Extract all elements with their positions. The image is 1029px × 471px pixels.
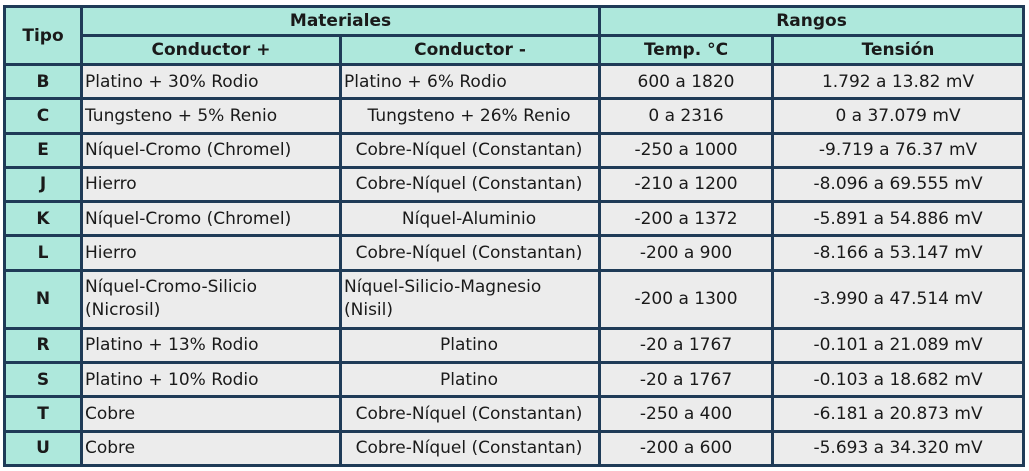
table-row: K Níquel-Cromo (Chromel) Níquel-Aluminio… bbox=[6, 203, 1023, 235]
cell-conductor-pos: Platino + 30% Rodio bbox=[83, 66, 339, 98]
cell-tension: 1.792 a 13.82 mV bbox=[774, 66, 1023, 98]
header-row-top: Tipo Materiales Rangos bbox=[6, 8, 1023, 63]
table-row: J Hierro Cobre-Níquel (Constantan) -210 … bbox=[6, 168, 1023, 201]
table-row: T Cobre Cobre-Níquel (Constantan) -250 a… bbox=[6, 398, 1023, 430]
cell-tension: -0.101 a 21.089 mV bbox=[774, 329, 1023, 362]
header-tension: Tensión bbox=[774, 37, 1023, 63]
cell-tipo: E bbox=[6, 134, 80, 166]
cell-conductor-neg: Cobre-Níquel (Constantan) bbox=[342, 168, 599, 201]
cell-conductor-pos: Níquel-Cromo (Chromel) bbox=[83, 134, 339, 166]
cell-tipo: N bbox=[6, 271, 80, 327]
cell-conductor-pos: Tungsteno + 5% Renio bbox=[83, 100, 339, 132]
cell-conductor-neg: Platino bbox=[342, 364, 599, 396]
cell-temp: -200 a 600 bbox=[601, 432, 772, 464]
cell-tension: 0 a 37.079 mV bbox=[774, 100, 1023, 132]
cell-tension: -8.096 a 69.555 mV bbox=[774, 168, 1023, 201]
cell-temp: 600 a 1820 bbox=[601, 66, 772, 98]
cell-tipo: C bbox=[6, 100, 80, 132]
header-tipo: Tipo bbox=[6, 8, 80, 63]
table-row: N Níquel-Cromo-Silicio (Nicrosil) Níquel… bbox=[6, 271, 1023, 327]
cell-temp: 0 a 2316 bbox=[601, 100, 772, 132]
cell-tipo: R bbox=[6, 329, 80, 362]
thermocouple-table: Tipo Materiales Rangos Conductor + Condu… bbox=[3, 5, 1025, 467]
cell-conductor-neg: Platino + 6% Rodio bbox=[342, 66, 599, 98]
cell-temp: -20 a 1767 bbox=[601, 329, 772, 362]
table-row: B Platino + 30% Rodio Platino + 6% Rodio… bbox=[6, 66, 1023, 98]
cell-tension: -3.990 a 47.514 mV bbox=[774, 271, 1023, 327]
cell-tipo: S bbox=[6, 364, 80, 396]
cell-tipo: K bbox=[6, 203, 80, 235]
table-row: U Cobre Cobre-Níquel (Constantan) -200 a… bbox=[6, 432, 1023, 464]
cell-tipo: J bbox=[6, 168, 80, 201]
cell-conductor-neg: Tungsteno + 26% Renio bbox=[342, 100, 599, 132]
thermocouple-table-frame: Tipo Materiales Rangos Conductor + Condu… bbox=[3, 5, 1025, 467]
cell-temp: -250 a 1000 bbox=[601, 134, 772, 166]
cell-conductor-pos: Níquel-Cromo (Chromel) bbox=[83, 203, 339, 235]
cell-conductor-neg: Cobre-Níquel (Constantan) bbox=[342, 398, 599, 430]
cell-tipo: B bbox=[6, 66, 80, 98]
cell-temp: -210 a 1200 bbox=[601, 168, 772, 201]
cell-conductor-pos: Hierro bbox=[83, 237, 339, 269]
table-row: S Platino + 10% Rodio Platino -20 a 1767… bbox=[6, 364, 1023, 396]
cell-conductor-neg: Platino bbox=[342, 329, 599, 362]
cell-tension: -5.693 a 34.320 mV bbox=[774, 432, 1023, 464]
cell-temp: -200 a 1300 bbox=[601, 271, 772, 327]
cell-temp: -200 a 1372 bbox=[601, 203, 772, 235]
cell-conductor-neg: Níquel-Silicio-Magnesio (Nisil) bbox=[342, 271, 599, 327]
cell-tension: -0.103 a 18.682 mV bbox=[774, 364, 1023, 396]
header-materiales: Materiales bbox=[83, 8, 599, 34]
cell-temp: -20 a 1767 bbox=[601, 364, 772, 396]
table-row: C Tungsteno + 5% Renio Tungsteno + 26% R… bbox=[6, 100, 1023, 132]
cell-conductor-pos: Níquel-Cromo-Silicio (Nicrosil) bbox=[83, 271, 339, 327]
header-temp: Temp. °C bbox=[601, 37, 772, 63]
cell-tipo: T bbox=[6, 398, 80, 430]
header-conductor-neg: Conductor - bbox=[342, 37, 599, 63]
cell-conductor-neg: Cobre-Níquel (Constantan) bbox=[342, 237, 599, 269]
cell-tipo: U bbox=[6, 432, 80, 464]
cell-tipo: L bbox=[6, 237, 80, 269]
cell-conductor-neg: Níquel-Aluminio bbox=[342, 203, 599, 235]
table-row: E Níquel-Cromo (Chromel) Cobre-Níquel (C… bbox=[6, 134, 1023, 166]
cell-temp: -250 a 400 bbox=[601, 398, 772, 430]
table-row: R Platino + 13% Rodio Platino -20 a 1767… bbox=[6, 329, 1023, 362]
header-row-sub: Conductor + Conductor - Temp. °C Tensión bbox=[6, 37, 1023, 63]
header-rangos: Rangos bbox=[601, 8, 1023, 34]
cell-conductor-neg: Cobre-Níquel (Constantan) bbox=[342, 432, 599, 464]
cell-conductor-pos: Platino + 10% Rodio bbox=[83, 364, 339, 396]
cell-tension: -8.166 a 53.147 mV bbox=[774, 237, 1023, 269]
cell-conductor-neg: Cobre-Níquel (Constantan) bbox=[342, 134, 599, 166]
cell-conductor-pos: Cobre bbox=[83, 398, 339, 430]
cell-tension: -9.719 a 76.37 mV bbox=[774, 134, 1023, 166]
cell-tension: -5.891 a 54.886 mV bbox=[774, 203, 1023, 235]
cell-conductor-pos: Cobre bbox=[83, 432, 339, 464]
cell-conductor-pos: Platino + 13% Rodio bbox=[83, 329, 339, 362]
table-row: L Hierro Cobre-Níquel (Constantan) -200 … bbox=[6, 237, 1023, 269]
cell-conductor-pos: Hierro bbox=[83, 168, 339, 201]
cell-temp: -200 a 900 bbox=[601, 237, 772, 269]
cell-tension: -6.181 a 20.873 mV bbox=[774, 398, 1023, 430]
header-conductor-pos: Conductor + bbox=[83, 37, 339, 63]
